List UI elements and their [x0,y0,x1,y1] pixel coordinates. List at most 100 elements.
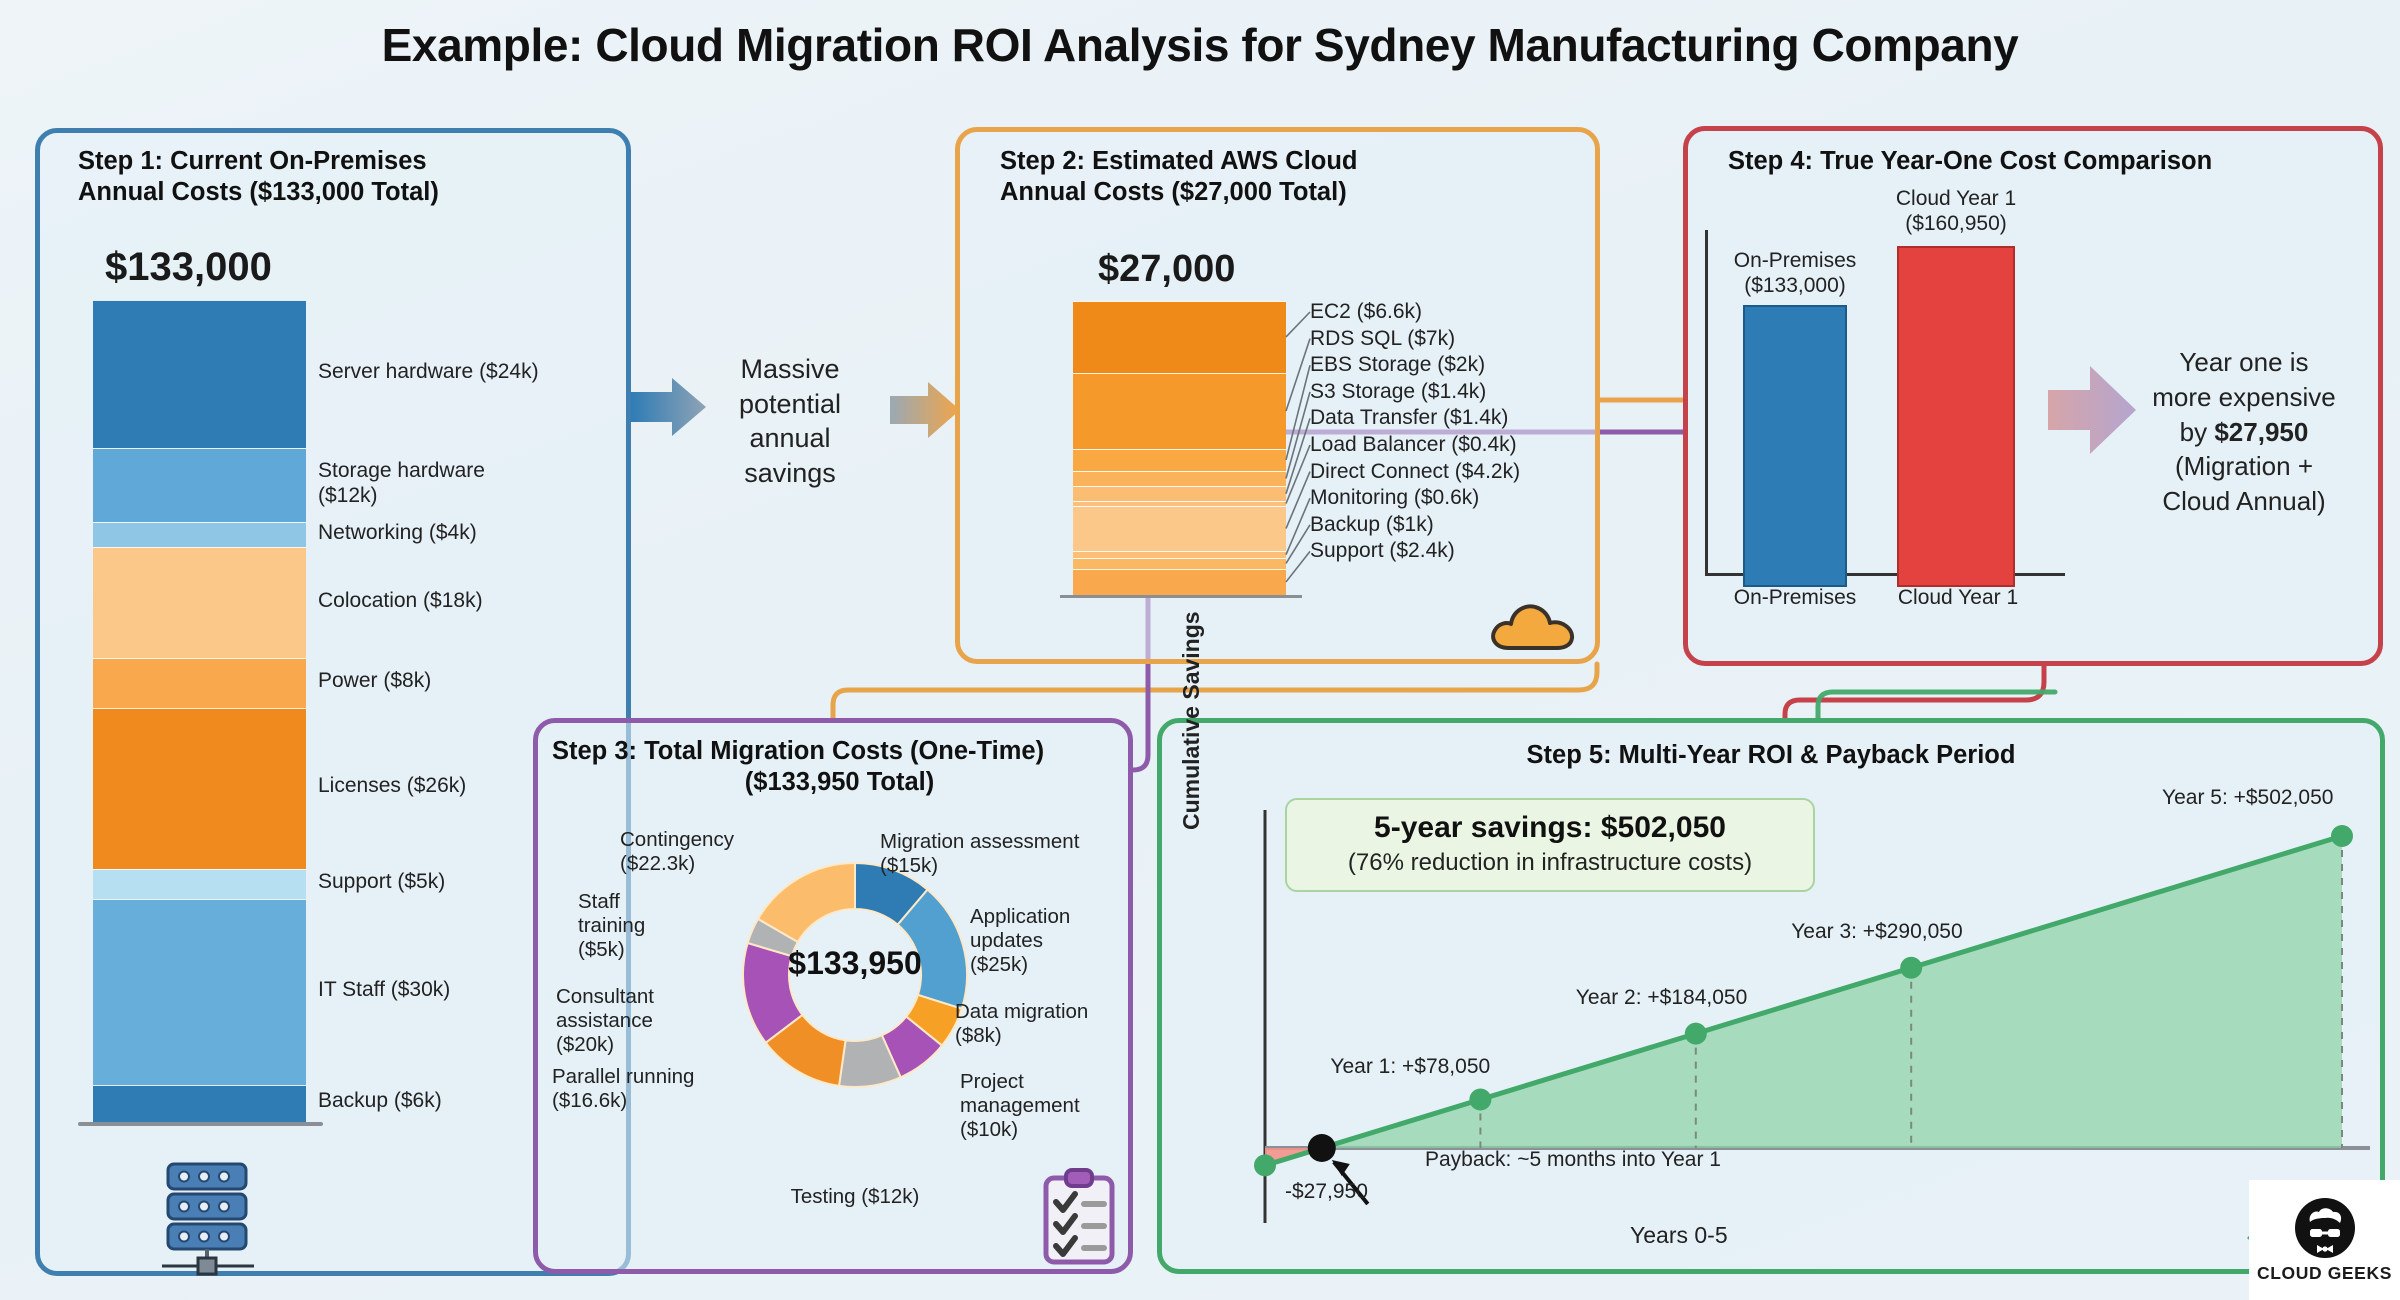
step4-bar-cloud-year1 [1897,246,2015,587]
step2-segment-label: EC2 ($6.6k) [1310,300,1423,323]
step2-segment [1073,449,1286,471]
step2-segment-label: Backup ($1k) [1310,512,1434,536]
step1-title-line2: Annual Costs ($133,000 Total) [78,178,439,207]
step1-title: Step 1: Current On-Premises Annual Costs… [78,146,588,208]
massive-line-4: savings [744,457,836,488]
massive-savings-text: Massive potential annual savings [700,352,880,490]
brand-logo: CLOUD GEEKS [2249,1180,2400,1300]
massive-line-2: potential [738,388,842,419]
step2-segment [1073,505,1286,552]
step5-negative-area [1265,1148,1322,1166]
step5-x-axis-label: Years 0-5 [1630,1222,1728,1248]
step4-y-axis [1705,230,1708,575]
page-title: Example: Cloud Migration ROI Analysis fo… [381,19,2019,71]
step3-label-line: Consultant [556,985,655,1008]
step3-label-line: Data migration [955,1000,1089,1023]
step1-label-line: ($12k) [318,483,378,507]
step4-cap1-line1: On-Premises [1733,249,1857,272]
step1-segment-label: IT Staff ($30k) [318,978,450,1002]
step1-segment [93,1084,306,1122]
step3-label-line: ($16.6k) [552,1088,628,1112]
step2-segment [1073,301,1286,373]
step1-segment [93,707,306,869]
step5-savings-line [1264,833,2343,1168]
step5-savings-callout: 5-year savings: $502,050 (76% reduction … [1285,798,1815,892]
step5-point-label: Year 3: +$290,050 [1791,919,1963,943]
step2-segment [1073,568,1286,595]
step2-segment [1073,486,1286,502]
step4-bar-chart: On-Premises ($133,000) Cloud Year 1 ($16… [1705,187,2065,609]
step1-label-line: Backup ($6k) [318,1089,442,1113]
massive-line-1: Massive [740,354,840,384]
step4-conclusion-l4: (Migration + [2175,451,2313,482]
step2-segment-label: Monitoring ($0.6k) [1310,486,1480,510]
step4-cap1-line2: ($133,000) [1744,274,1846,298]
step4-cap2-line1: Cloud Year 1 [1895,187,2017,210]
step5-callout-headline: 5-year savings: $502,050 [1374,811,1726,844]
step3-slice-label: Staff training ($5k) [578,890,688,962]
step5-data-point [1900,956,1923,979]
step2-leader-lines [1285,311,1311,583]
step4-conclusion-amount: $27,950 [2214,416,2309,447]
step5-data-point [2331,825,2353,847]
step1-segment [93,868,306,900]
step2-segment-label: Load Balancer ($0.4k) [1310,433,1517,456]
step5-line-chart [1254,810,2370,1251]
step1-segment-label: Networking ($4k) [318,521,477,545]
arrow-middle-to-step2 [890,382,960,438]
step3-label-line: ($8k) [955,1023,1002,1047]
step4-xtick-cloud: Cloud Year 1 [1897,586,2019,609]
step1-segment [93,899,306,1085]
step3-slice-label: Parallel running ($16.6k) [552,1065,732,1113]
step5-payback-label: Payback: ~5 months into Year 1 [1425,1148,1721,1171]
step1-label-line: Licenses ($26k) [318,774,467,798]
step2-segment [1073,551,1286,558]
step3-label-line: ($25k) [970,952,1029,976]
step4-conclusion-text: Year one is more expensive by $27,950 (M… [2125,345,2363,519]
step2-stacked-bar [1073,301,1286,595]
step5-data-point [1254,1154,1276,1177]
step1-label-line: Colocation ($18k) [318,588,483,612]
step3-label-line: Staff [578,890,620,913]
brand-logo-text: CLOUD GEEKS [2257,1262,2392,1283]
step2-segment-label: RDS SQL ($7k) [1310,326,1456,350]
step2-title: Step 2: Estimated AWS Cloud Annual Costs… [1000,146,1520,208]
step5-payback-marker [1307,1134,1336,1162]
step1-segment [93,448,306,523]
step5-point-label: Year 1: +$78,050 [1330,1055,1491,1079]
step4-conclusion-l1: Year one is [2179,347,2309,377]
step5-title: Step 5: Multi-Year ROI & Payback Period [1526,741,2016,769]
step3-label-line: Migration assessment [880,830,1080,853]
step3-slice-label: Application updates ($25k) [970,905,1130,977]
geek-face-icon [2294,1197,2355,1258]
step3-label-line: Application [970,905,1071,928]
step3-slice-label: Data migration ($8k) [955,1000,1130,1048]
step3-label-line: training [578,913,646,937]
step3-title-line2: ($133,950 Total) [744,768,935,797]
cloud-icon [1491,604,1574,650]
step1-label-line: Server hardware ($24k) [318,360,539,384]
step3-label-line: ($15k) [880,853,939,877]
step3-label-line: Contingency [620,828,734,851]
step1-stacked-bar [93,300,306,1122]
step3-label-line: ($5k) [578,937,625,961]
step2-segment [1073,501,1286,506]
step4-title: Step 4: True Year-One Cost Comparison [1728,147,2213,175]
step2-total-value: $27,000 [1098,248,1236,290]
panel-step-3 [533,718,1133,1274]
step3-donut-center-label: $133,950 [788,945,922,981]
step1-segment [93,522,306,548]
step4-x-axis [1705,573,2065,576]
step2-segment [1073,372,1286,450]
step3-label-line: ($20k) [556,1032,615,1056]
step5-y-axis-label: Cumulative Savings [1178,611,1204,830]
step1-segment [93,547,306,659]
step3-title-line1: Step 3: Total Migration Costs (One-Time) [552,737,1045,765]
step3-label-line: management [960,1093,1080,1117]
step1-label-line: Support ($5k) [318,870,446,894]
step3-slice-label: Project management ($10k) [960,1070,1125,1142]
massive-line-3: annual [749,423,831,454]
step4-conclusion-l3-pre: by [2179,416,2215,447]
step2-segment-label: Data Transfer ($1.4k) [1310,406,1509,430]
step3-label-line: assistance [556,1008,653,1032]
